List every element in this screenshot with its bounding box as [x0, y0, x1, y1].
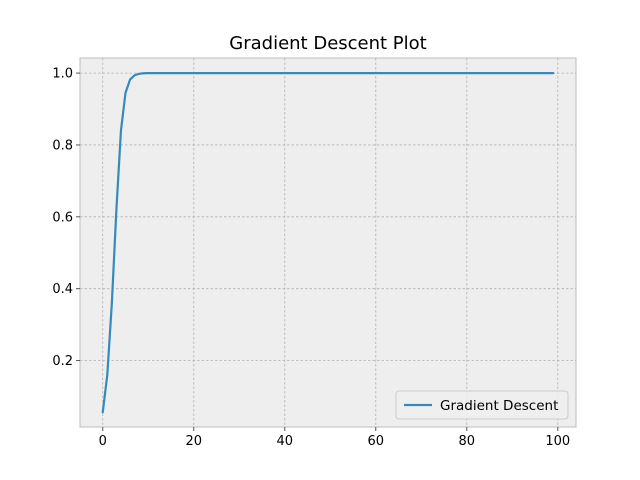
- series-lines: [101, 71, 555, 414]
- y-tick-label: 0.6: [52, 210, 73, 225]
- y-tick-label: 0.8: [52, 138, 73, 153]
- x-tick-label: 0: [99, 434, 107, 449]
- y-tick-label: 1.0: [52, 67, 73, 82]
- x-tick-label: 40: [276, 434, 293, 449]
- legend-box: [395, 390, 569, 420]
- chart-title: Gradient Descent Plot: [229, 33, 426, 54]
- legend: Gradient Descent: [395, 390, 569, 420]
- series-line: [101, 71, 555, 414]
- legend-label: Gradient Descent: [440, 398, 558, 414]
- y-tick-label: 0.4: [52, 282, 73, 297]
- plot-area: [79, 57, 577, 428]
- x-tick-label: 60: [368, 434, 385, 449]
- x-tick-label: 100: [545, 434, 570, 449]
- x-tick-label: 80: [459, 434, 476, 449]
- axis-ticks: 0 20 40 60 80 100 0.2 0.4 0.6 0.8 1.0: [52, 67, 570, 449]
- grid-lines: [80, 58, 576, 427]
- y-tick-label: 0.2: [52, 354, 73, 369]
- x-tick-label: 20: [185, 434, 202, 449]
